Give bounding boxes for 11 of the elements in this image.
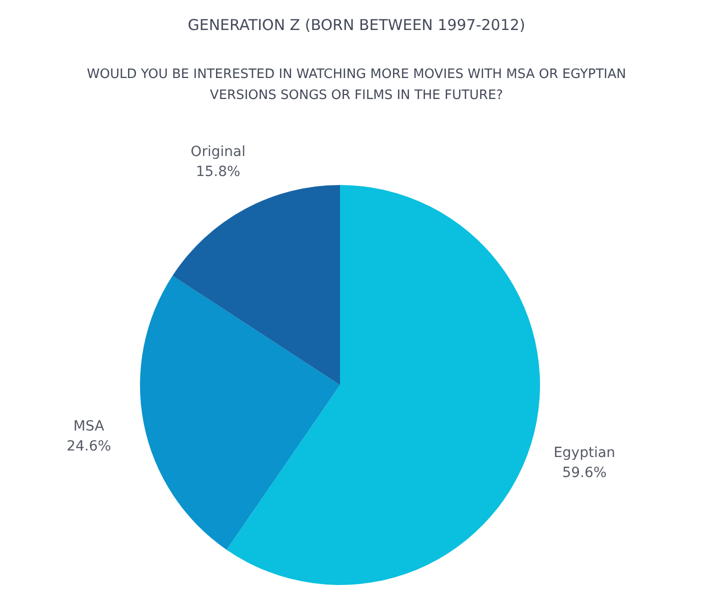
pie-slice [140, 276, 340, 550]
pie-slice [172, 185, 340, 385]
data-label: 15.8% [196, 164, 240, 180]
slice-label: MSA [73, 418, 105, 435]
slice-label: Original [190, 144, 246, 160]
data-label: 24.6% [66, 438, 112, 455]
pie-slice [226, 185, 540, 585]
chart-title: GENERATION Z (BORN BETWEEN 1997-2012) [188, 16, 526, 34]
slice-label: Egyptian [554, 445, 616, 462]
data-label: 59.6% [562, 465, 607, 482]
chart-subtitle: WOULD YOU BE INTERESTED IN WATCHING MORE MOVIES WITH MSA OR EGYPTIAN VERSIONS SONGS OR FILMS IN THE FUTURE? [86, 67, 626, 103]
